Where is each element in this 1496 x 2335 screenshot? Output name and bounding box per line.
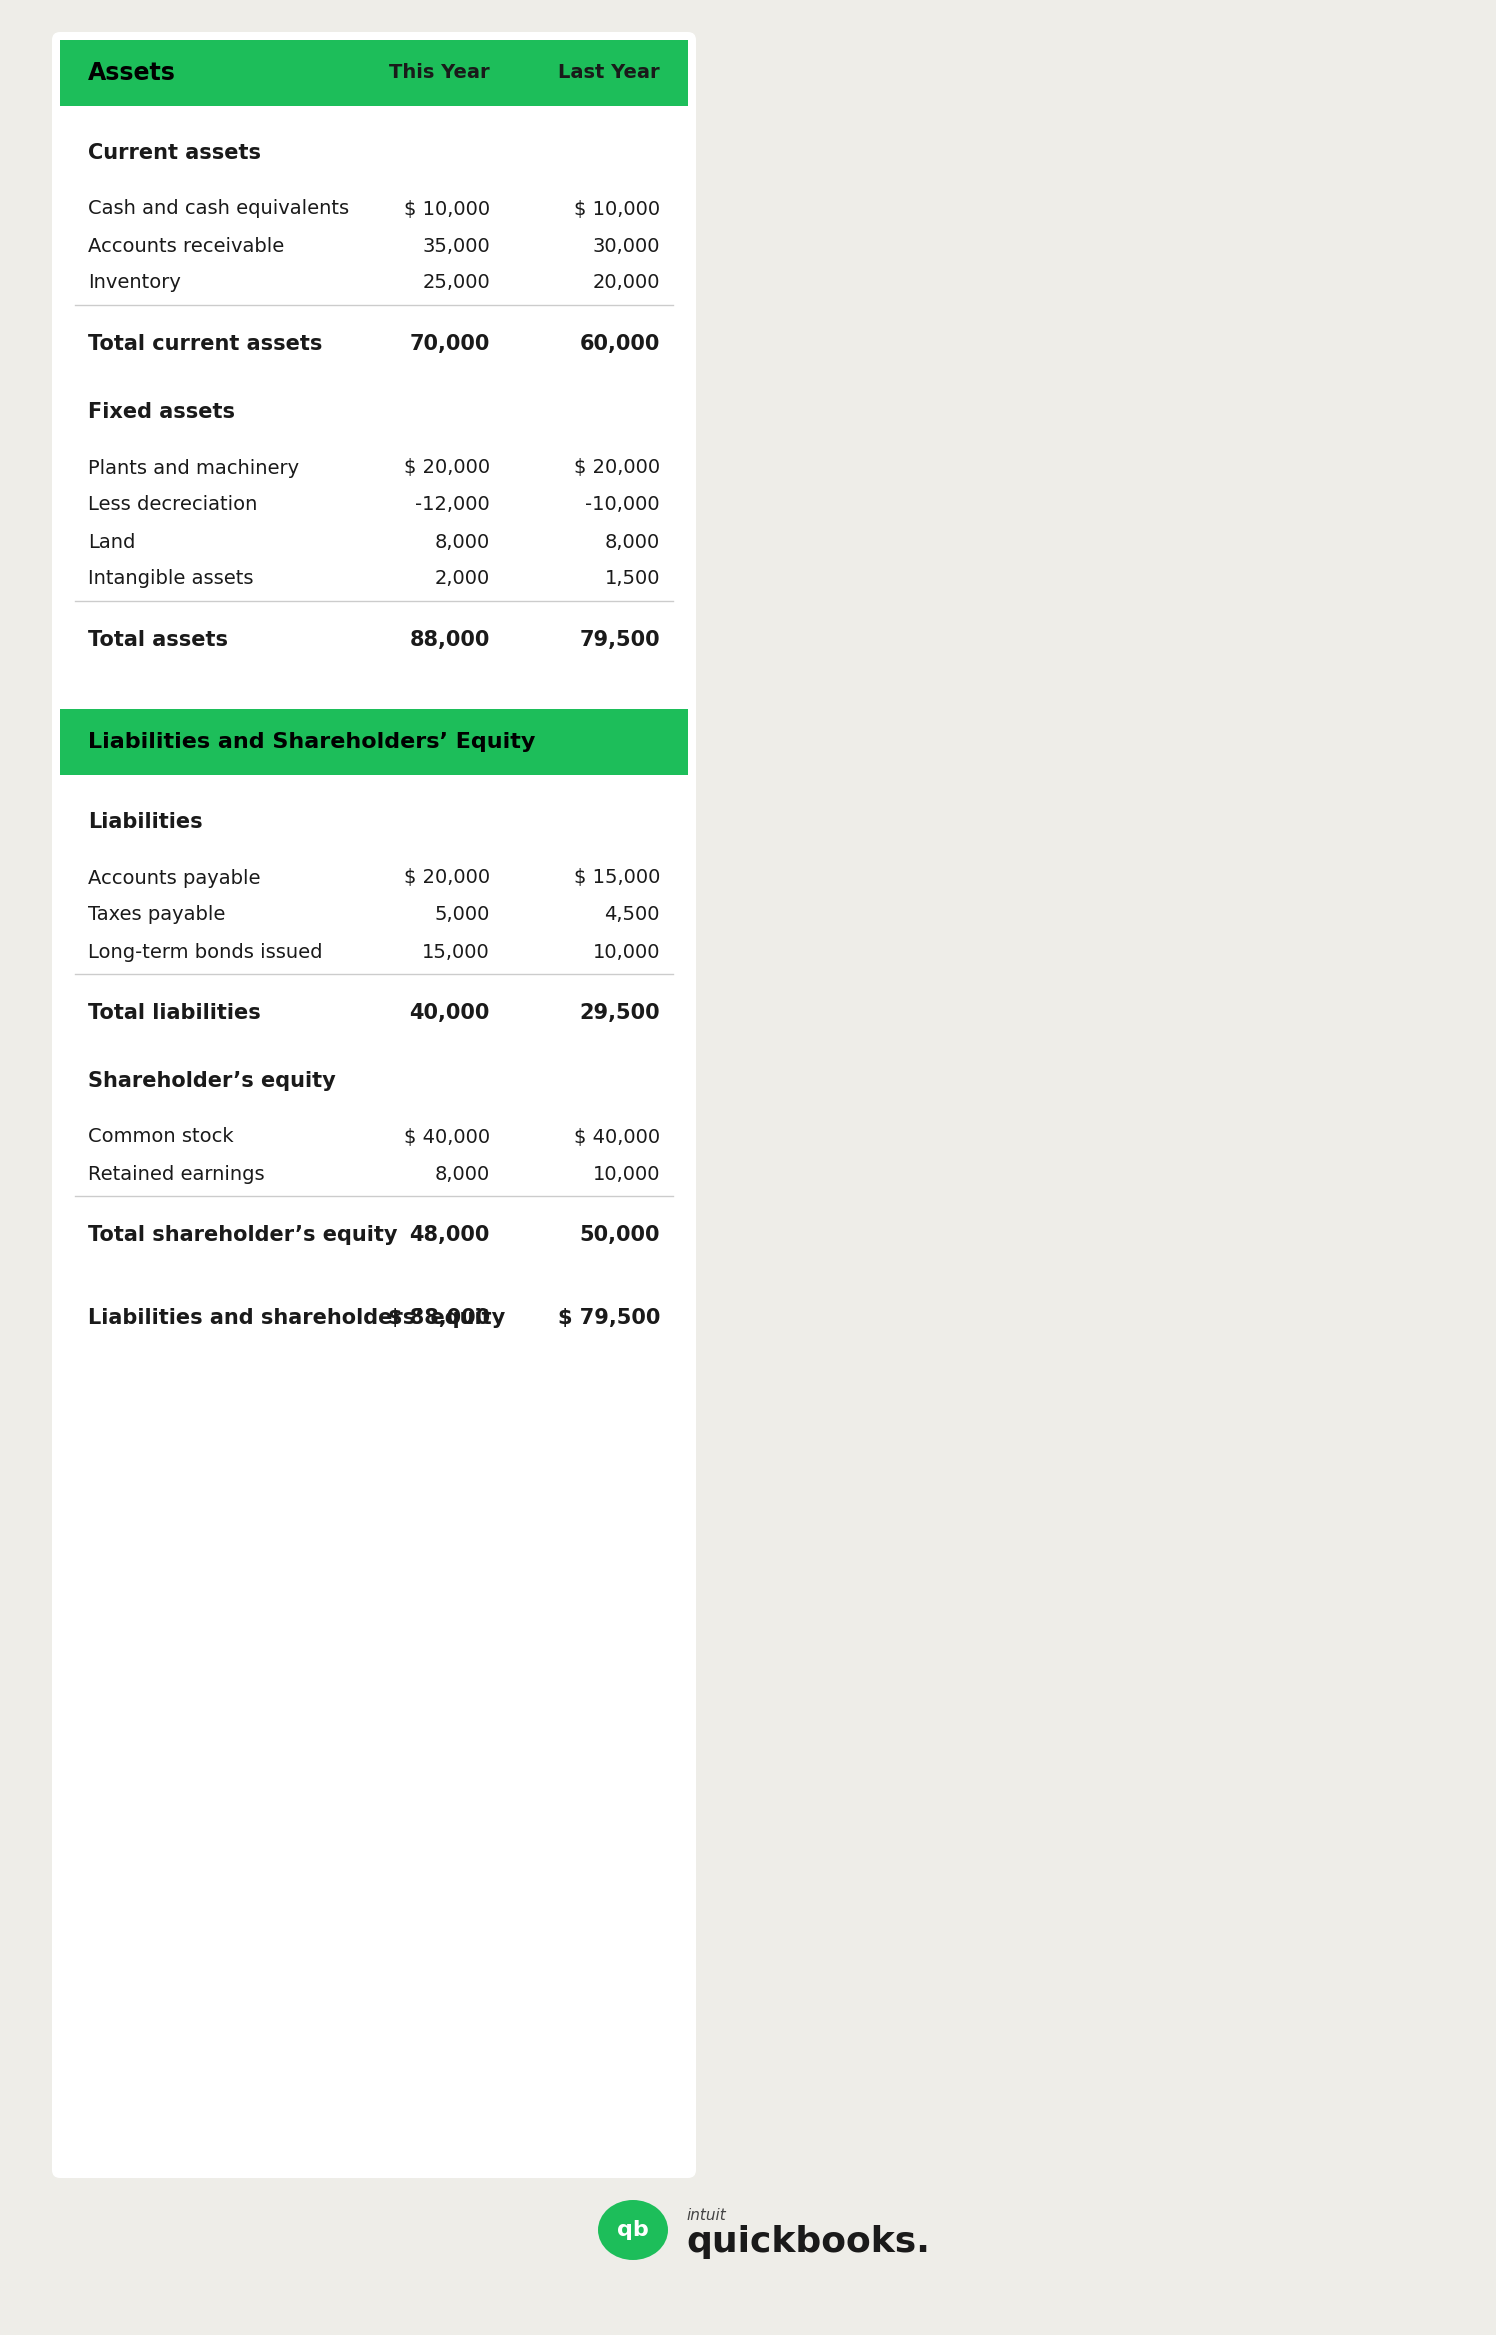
Text: Long-term bonds issued: Long-term bonds issued	[88, 943, 323, 962]
Text: Liabilities and shareholders’ equity: Liabilities and shareholders’ equity	[88, 1308, 506, 1329]
Text: Less decreciation: Less decreciation	[88, 495, 257, 514]
Text: 8,000: 8,000	[604, 532, 660, 551]
Text: 60,000: 60,000	[579, 334, 660, 355]
Text: $ 88,000: $ 88,000	[387, 1308, 491, 1329]
Text: Intangible assets: Intangible assets	[88, 570, 253, 588]
Text: Accounts receivable: Accounts receivable	[88, 236, 284, 255]
Text: Fixed assets: Fixed assets	[88, 402, 235, 423]
Text: 10,000: 10,000	[592, 943, 660, 962]
Text: 30,000: 30,000	[592, 236, 660, 255]
Text: Total shareholder’s equity: Total shareholder’s equity	[88, 1226, 398, 1245]
Text: qb: qb	[618, 2221, 649, 2239]
Text: Taxes payable: Taxes payable	[88, 906, 226, 925]
Text: 79,500: 79,500	[579, 630, 660, 649]
Text: 4,500: 4,500	[604, 906, 660, 925]
Text: $ 15,000: $ 15,000	[573, 869, 660, 887]
Text: quickbooks.: quickbooks.	[687, 2225, 931, 2258]
Text: $ 40,000: $ 40,000	[404, 1128, 491, 1146]
Text: 25,000: 25,000	[422, 273, 491, 292]
Text: intuit: intuit	[687, 2209, 726, 2223]
Text: 8,000: 8,000	[435, 1165, 491, 1184]
Text: $ 40,000: $ 40,000	[574, 1128, 660, 1146]
Text: Last Year: Last Year	[558, 63, 660, 82]
Text: $ 10,000: $ 10,000	[404, 198, 491, 219]
Text: 48,000: 48,000	[410, 1226, 491, 1245]
Text: 1,500: 1,500	[604, 570, 660, 588]
Text: -10,000: -10,000	[585, 495, 660, 514]
Text: $ 79,500: $ 79,500	[558, 1308, 660, 1329]
Text: 15,000: 15,000	[422, 943, 491, 962]
Text: 20,000: 20,000	[592, 273, 660, 292]
Ellipse shape	[598, 2200, 669, 2260]
Text: 29,500: 29,500	[579, 1004, 660, 1023]
Text: 70,000: 70,000	[410, 334, 491, 355]
Text: 10,000: 10,000	[592, 1165, 660, 1184]
Text: Plants and machinery: Plants and machinery	[88, 458, 299, 476]
Text: $ 10,000: $ 10,000	[574, 198, 660, 219]
Text: Inventory: Inventory	[88, 273, 181, 292]
Text: -12,000: -12,000	[416, 495, 491, 514]
Text: Cash and cash equivalents: Cash and cash equivalents	[88, 198, 349, 219]
Text: Retained earnings: Retained earnings	[88, 1165, 265, 1184]
Text: 50,000: 50,000	[579, 1226, 660, 1245]
Text: Liabilities: Liabilities	[88, 813, 202, 831]
Text: Assets: Assets	[88, 61, 177, 84]
Text: Land: Land	[88, 532, 135, 551]
Text: $ 20,000: $ 20,000	[574, 458, 660, 476]
Text: This Year: This Year	[389, 63, 491, 82]
Text: Common stock: Common stock	[88, 1128, 233, 1146]
Text: 8,000: 8,000	[435, 532, 491, 551]
Text: 2,000: 2,000	[435, 570, 491, 588]
Bar	[60, 710, 688, 775]
Text: 5,000: 5,000	[435, 906, 491, 925]
Text: 88,000: 88,000	[410, 630, 491, 649]
Text: 40,000: 40,000	[410, 1004, 491, 1023]
Text: $ 20,000: $ 20,000	[404, 458, 491, 476]
Text: Total assets: Total assets	[88, 630, 227, 649]
Text: Liabilities and Shareholders’ Equity: Liabilities and Shareholders’ Equity	[88, 731, 536, 752]
Text: Shareholder’s equity: Shareholder’s equity	[88, 1072, 335, 1090]
Text: 35,000: 35,000	[422, 236, 491, 255]
FancyBboxPatch shape	[52, 33, 696, 2179]
Text: $ 20,000: $ 20,000	[404, 869, 491, 887]
Text: Total liabilities: Total liabilities	[88, 1004, 260, 1023]
Text: Total current assets: Total current assets	[88, 334, 322, 355]
Bar	[60, 40, 688, 105]
Text: Accounts payable: Accounts payable	[88, 869, 260, 887]
Text: Current assets: Current assets	[88, 142, 260, 163]
